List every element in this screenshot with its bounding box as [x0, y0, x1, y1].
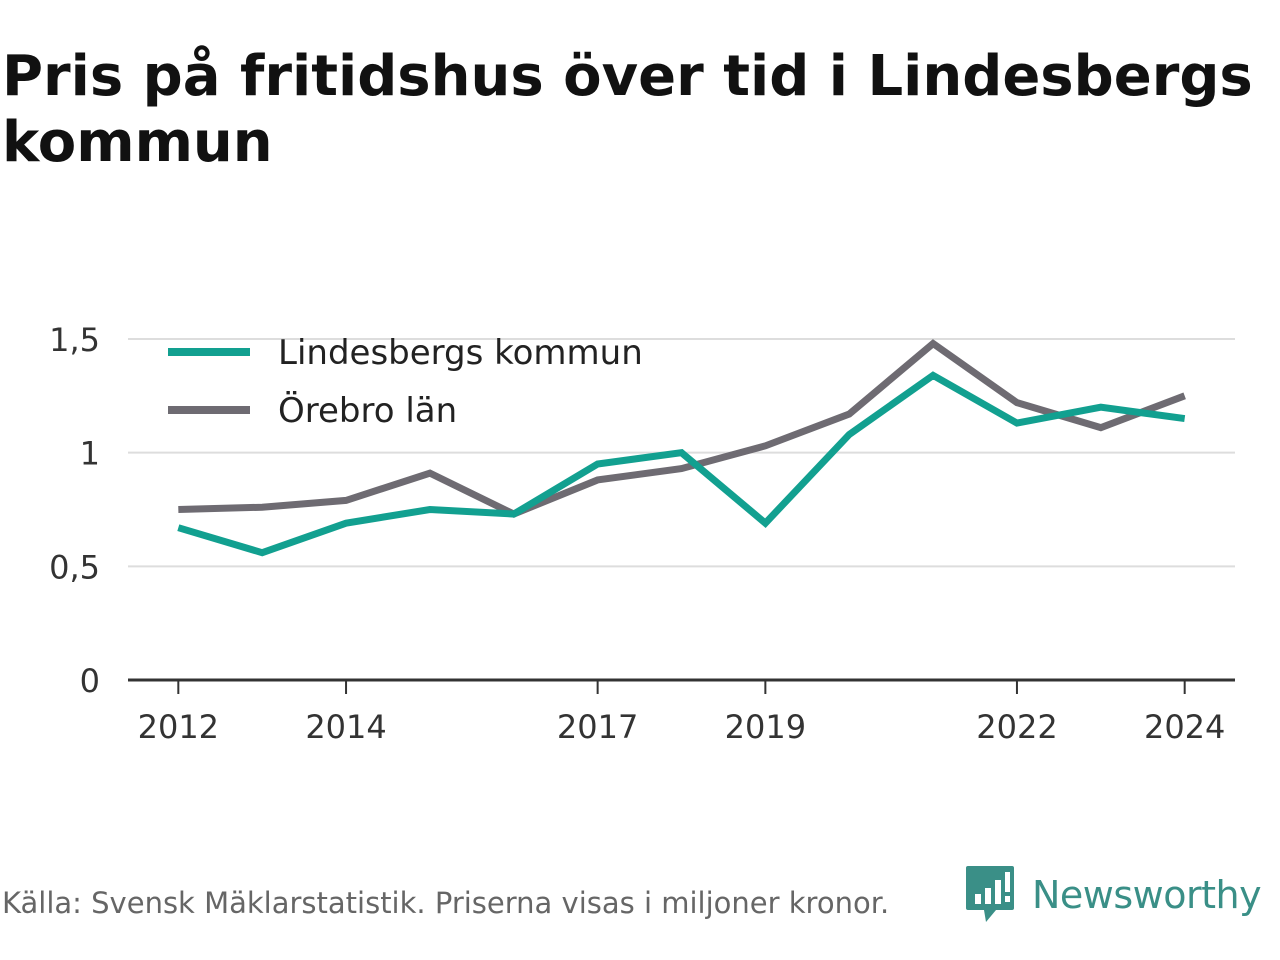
- series-line-lindesberg: [177, 371, 1186, 557]
- newsworthy-icon: [966, 866, 1014, 922]
- x-tick-label: 2017: [557, 708, 638, 746]
- series-lines: [177, 339, 1186, 557]
- chart-title: Pris på fritidshus över tid i Lindesberg…: [2, 44, 1253, 175]
- y-tick-label: 0: [80, 662, 100, 700]
- brand-logo: Newsworthy: [964, 864, 1262, 926]
- x-axis: 2012 2014 2017 2019 2022 2024: [128, 678, 1235, 746]
- x-tick-label: 2014: [305, 708, 386, 746]
- y-tick-label: 0,5: [49, 548, 100, 586]
- series-line-orebro: [178, 339, 1186, 518]
- brand-name: Newsworthy: [1032, 873, 1262, 917]
- y-axis-tick-labels: 0 0,5 1 1,5: [49, 321, 100, 700]
- x-tick-label: 2012: [138, 708, 219, 746]
- x-tick-label: 2024: [1144, 708, 1225, 746]
- x-tick-label: 2022: [976, 708, 1057, 746]
- source-note: Källa: Svensk Mäklarstatistik. Priserna …: [2, 886, 890, 920]
- y-tick-label: 1: [80, 435, 100, 473]
- legend: Lindesbergs kommun Örebro län: [168, 333, 643, 431]
- legend-label: Örebro län: [278, 390, 457, 431]
- legend-label: Lindesbergs kommun: [278, 333, 643, 373]
- line-chart: 0 0,5 1 1,5 2012 2014 2017 2019 2022 2024 Lindes…: [49, 321, 1235, 746]
- x-tick-label: 2019: [725, 708, 806, 746]
- y-tick-label: 1,5: [49, 321, 100, 359]
